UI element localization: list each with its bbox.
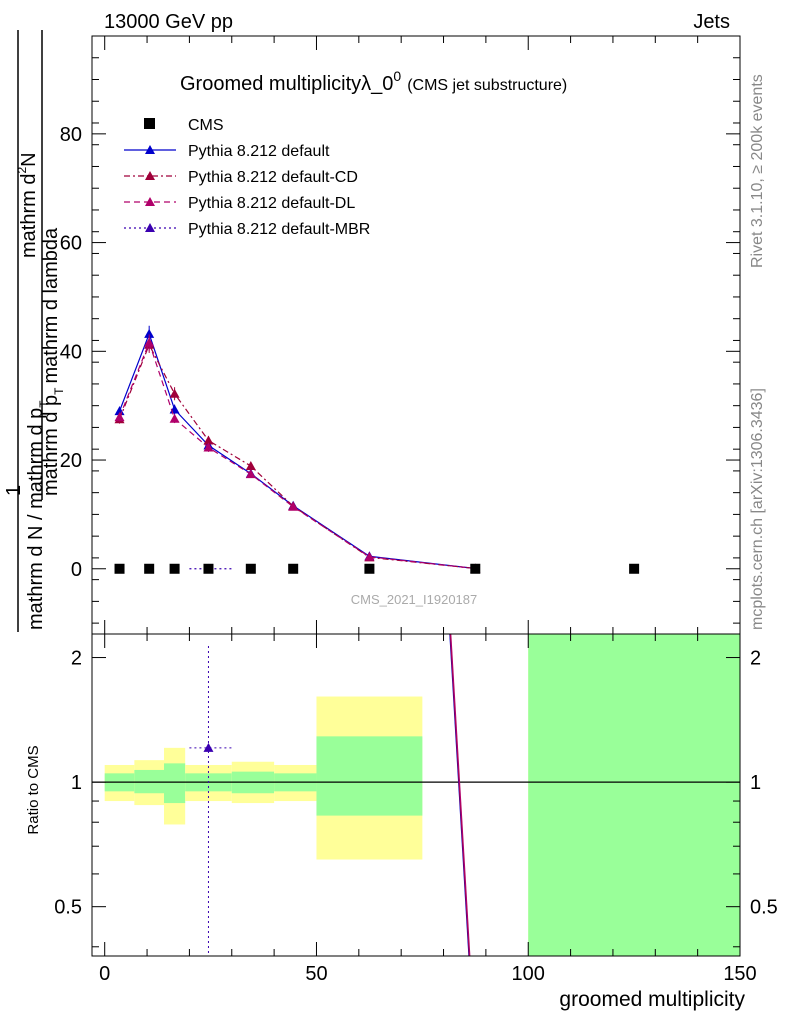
side-text-bottom: mcplots.cern.ch [arXiv:1306.3436] [749,388,766,630]
ylabel-prefix: 1 [3,485,25,496]
series-point-cd [245,461,256,471]
ratio-ylabel: Ratio to CMS [25,745,42,834]
legend: CMS Pythia 8.212 default Pythia 8.212 defa… [124,117,370,238]
cms-data-point [364,563,375,574]
ratio-ytick-label-right: 0.5 [750,897,778,919]
series-line-cd [118,343,476,570]
ratio-mbr-point [203,742,214,752]
main-ylabel: mathrm d2N mathrm d pTmathrm d lambda 1 … [3,30,66,632]
cms-data-point [470,563,481,574]
series-point-dl [144,337,155,347]
chart-title-main: Groomed multiplicity [180,73,361,95]
legend-label-dl: Pythia 8.212 default-DL [188,195,355,212]
series-point-dl [203,442,214,452]
cms-data-point [169,563,180,574]
ylabel-numerator: mathrm d2N [15,152,40,258]
watermark: CMS_2021_I1920187 [351,592,478,607]
series-line-default [118,332,476,570]
main-ytick-label: 60 [60,233,82,255]
ratio-frame [91,633,741,957]
series-point-dl [245,469,256,479]
main-ytick-label: 40 [60,341,82,363]
legend-marker-mbr [145,223,155,232]
ratio-marks [92,633,740,957]
cms-data-point [245,563,256,574]
ratio-xtick-label: 100 [512,963,545,985]
legend-label-cms: CMS [188,117,224,134]
legend-marker-dl [145,197,155,206]
ratio-xtick-label: 150 [723,963,756,985]
cms-data-point [144,563,155,574]
series-line-dl [118,340,476,570]
chart-title-sup: 0 [393,68,401,84]
ratio-band-inner [316,736,423,816]
legend-label-default: Pythia 8.212 default [188,143,330,160]
ratio-bands [104,634,740,956]
series-point-dl [288,501,299,511]
series-point-default [114,406,125,416]
cms-data-point [629,563,640,574]
ratio-xtick-label: 50 [305,963,327,985]
ratio-band-inner [528,634,740,956]
legend-label-cd: Pythia 8.212 default-CD [188,169,358,186]
legend-label-mbr: Pythia 8.212 default-MBR [188,221,370,238]
ratio-ytick-label: 0.5 [54,897,82,919]
legend-marker-default [145,145,155,154]
side-text-top: Rivet 3.1.10, ≥ 200k events [749,74,766,268]
ratio-line-dl [450,633,471,957]
main-ticks: 0 20 40 60 80 [60,36,741,634]
ratio-panel: 0.5 0.5 1 1 2 2 0 50 100 150 Ratio to CMS groomed… [25,633,778,1011]
ratio-ytick-label-right: 1 [750,772,761,794]
chart-title-math: λ_0 [361,73,393,95]
main-marks [114,325,640,574]
header-left: 13000 GeV pp [104,11,233,33]
main-ytick-label: 0 [71,559,82,581]
ratio-ytick-label: 1 [71,772,82,794]
ratio-band-inner [164,763,186,804]
header-right: Jets [693,11,730,33]
series-point-default [144,328,155,338]
chart-subtitle: (CMS jet substructure) [407,77,567,94]
series-point-cd [169,388,180,398]
chart-title: Groomed multiplicityλ_00 (CMS jet substru… [180,68,567,95]
main-ytick-label: 20 [60,450,82,472]
ylabel-denominator: mathrm d pTmathrm d lambda [40,227,66,496]
legend-marker-cd [145,171,155,180]
main-ytick-label: 80 [60,124,82,146]
ratio-ticks: 0.5 0.5 1 1 2 2 0 50 100 150 [54,634,778,985]
series-point-cd [203,435,214,445]
ratio-ytick-label: 2 [71,648,82,670]
series-point-dl [364,551,375,561]
series-point-dl [169,413,180,423]
legend-marker-cms [144,118,155,129]
ylabel-outer-denominator: mathrm d N / mathrm d pT [25,400,51,630]
ratio-ytick-label-right: 2 [750,648,761,670]
ratio-xtick-label: 0 [99,963,110,985]
series-point-dl [114,412,125,422]
cms-data-point [203,563,214,574]
cms-data-point [288,563,299,574]
x-axis-label: groomed multiplicity [559,988,745,1011]
cms-data-point [114,563,125,574]
